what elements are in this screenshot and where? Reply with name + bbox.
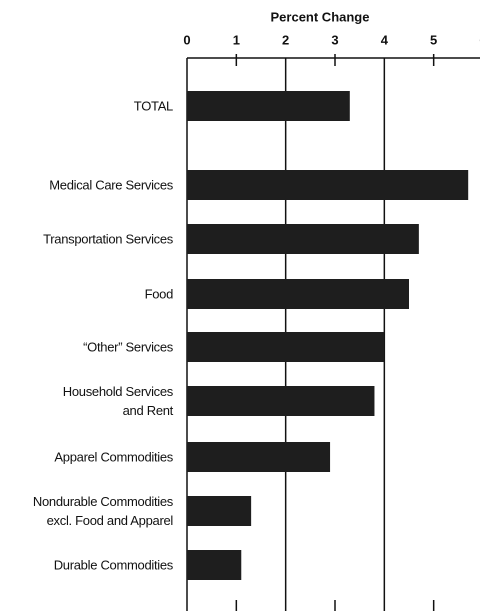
bar [187,170,469,200]
bar [187,224,419,254]
category-label: Nondurable Commodities excl. Food and Ap… [32,494,173,528]
x-tick-label: 2 [282,32,289,47]
x-tick-label: 4 [381,32,389,47]
category-label: Household Services and Rent [62,384,174,418]
bar [187,550,242,580]
category-label: Apparel Commodities [54,449,173,465]
bar [187,496,252,526]
category-label: Food [144,286,174,302]
category-label: Durable Commodities [53,557,174,573]
x-tick-label: 5 [430,32,437,47]
axis-title: Percent Change [271,9,370,24]
category-label: “Other” Services [83,339,173,355]
bar [187,332,385,362]
x-tick-label: 0 [183,32,190,47]
category-label: TOTAL [133,98,174,114]
bar [187,442,331,472]
category-label: Transportation Services [43,231,173,247]
x-tick-label: 1 [233,32,240,47]
bar [187,91,350,121]
bar [187,386,375,416]
x-tick-label: 3 [331,32,338,47]
bar [187,279,409,309]
category-label: Medical Care Services [49,177,173,193]
